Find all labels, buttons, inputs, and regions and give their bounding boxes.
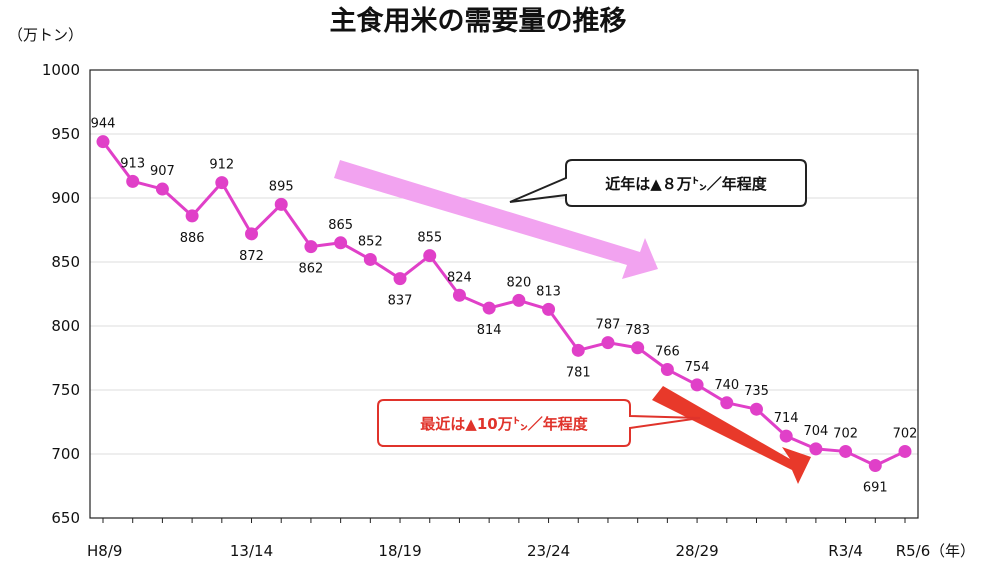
data-point <box>690 378 704 392</box>
data-point <box>363 252 377 266</box>
data-label: 907 <box>150 164 175 179</box>
recent-years-callout-text: 近年は▲８万㌧／年程度 <box>605 175 768 193</box>
recent-years-callout: 近年は▲８万㌧／年程度 <box>334 159 807 279</box>
data-point <box>660 363 674 377</box>
data-point <box>898 444 912 458</box>
data-point <box>868 459 882 473</box>
y-tick-label-700: 700 <box>51 445 80 463</box>
data-label: 820 <box>506 275 531 290</box>
plot-area-frame <box>89 69 919 519</box>
chart-title: 主食用米の需要量の推移 <box>330 5 627 37</box>
x-tick-label: H8/9 <box>87 542 122 560</box>
data-point <box>274 197 288 211</box>
y-tick-label-1000: 1000 <box>42 61 80 79</box>
data-point <box>185 209 199 223</box>
data-point <box>334 236 348 250</box>
data-label: 740 <box>714 378 739 393</box>
data-point <box>839 444 853 458</box>
data-label: 912 <box>209 158 234 173</box>
y-tick-label-900: 900 <box>51 189 80 207</box>
data-point <box>393 272 407 286</box>
latest-callout: 最近は▲10万㌧／年程度 <box>377 386 811 484</box>
data-label: 754 <box>685 360 710 375</box>
data-label: 895 <box>269 179 294 194</box>
x-tick-label: R3/4 <box>828 542 863 560</box>
data-label: 781 <box>566 365 591 380</box>
data-label: 837 <box>388 294 413 309</box>
latest-callout-text: 最近は▲10万㌧／年程度 <box>420 415 588 433</box>
data-point <box>749 402 763 416</box>
demand-series <box>96 135 912 473</box>
data-point <box>423 249 437 263</box>
y-tick-label-750: 750 <box>51 381 80 399</box>
y-axis-unit-label: （万トン） <box>8 26 83 44</box>
y-tick-label-800: 800 <box>51 317 80 335</box>
data-point <box>631 341 645 355</box>
y-tick-label-650: 650 <box>51 509 80 527</box>
data-label: 886 <box>180 231 205 246</box>
data-label: 735 <box>744 384 769 399</box>
y-tick-label-950: 950 <box>51 125 80 143</box>
data-label: 787 <box>596 318 621 333</box>
latest-trend-arrow <box>652 386 811 484</box>
data-point <box>542 302 556 316</box>
data-point <box>155 182 169 196</box>
data-point <box>126 174 140 188</box>
x-tick-label: 23/24 <box>527 542 570 560</box>
data-point <box>215 176 229 190</box>
data-label: 813 <box>536 284 561 299</box>
series-line <box>101 140 906 468</box>
data-label: 862 <box>299 262 324 277</box>
data-point <box>452 288 466 302</box>
data-label: 855 <box>417 231 442 246</box>
data-label: 865 <box>328 218 353 233</box>
data-label: 872 <box>239 249 264 264</box>
data-point <box>601 336 615 350</box>
data-label: 824 <box>447 270 472 285</box>
data-label: 913 <box>120 156 145 171</box>
data-point <box>482 301 496 315</box>
recent-years-trend-arrow <box>334 160 658 279</box>
x-tick-label: 28/29 <box>675 542 718 560</box>
y-tick-label-850: 850 <box>51 253 80 271</box>
data-label: 766 <box>655 345 680 360</box>
data-point <box>304 240 318 254</box>
data-point <box>779 429 793 443</box>
data-point <box>809 442 823 456</box>
y-axis-ticks: 650 700 750 800 850 900 950 1000 <box>42 61 80 527</box>
x-tick-label: R5/6 <box>896 542 931 560</box>
x-axis-ticks: H8/9 13/14 18/19 23/24 28/29 R3/4 R5/6 <box>87 518 930 560</box>
data-label: 714 <box>774 411 799 426</box>
data-label: 852 <box>358 234 383 249</box>
data-label: 944 <box>91 117 116 132</box>
x-tick-label: 18/19 <box>378 542 421 560</box>
x-tick-label: 13/14 <box>230 542 273 560</box>
data-label: 814 <box>477 323 502 338</box>
data-point <box>720 396 734 410</box>
data-label: 783 <box>625 323 650 338</box>
recent-years-callout-box <box>509 159 807 207</box>
x-axis-unit-label: （年） <box>930 542 975 560</box>
latest-callout-box <box>377 399 701 447</box>
data-point <box>245 227 259 241</box>
data-label: 704 <box>803 424 828 439</box>
data-label: 691 <box>863 481 888 496</box>
data-label: 702 <box>893 426 918 441</box>
data-point <box>96 135 110 149</box>
data-point <box>512 293 526 307</box>
data-point <box>571 343 585 357</box>
data-label: 702 <box>833 426 858 441</box>
data-labels: 944 913 907 886 912 872 895 862 865 852 837 855 824 8… <box>91 117 918 496</box>
